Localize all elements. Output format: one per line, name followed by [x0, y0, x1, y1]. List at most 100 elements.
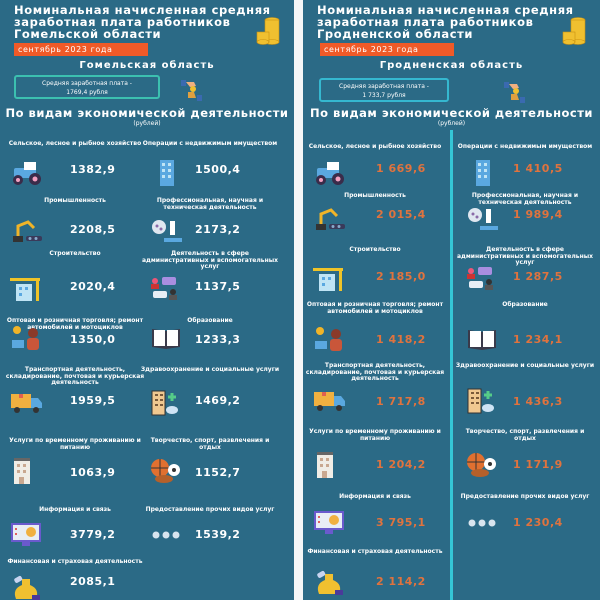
gomel-panel: Номинальная начисленная средняя заработна… — [0, 0, 294, 600]
cashier-icon — [315, 327, 342, 351]
cashier-icon — [12, 326, 39, 350]
sector-label: Предоставление прочих видов услуг — [145, 506, 275, 513]
robot-arm-icon — [13, 220, 42, 242]
sector-salary-value: 2 015,4 — [376, 208, 426, 221]
period-badge: сентябрь 2023 года — [320, 43, 454, 56]
sector-salary-value: 1469,2 — [195, 394, 241, 407]
section-title: По видам экономической деятельности — [310, 106, 593, 120]
sector-salary-value: 1063,9 — [70, 466, 116, 479]
sector-salary-value: 1500,4 — [195, 163, 241, 176]
sector-salary-value: 2208,5 — [70, 223, 116, 236]
average-salary-label: Средняя заработная плата - — [339, 83, 429, 90]
sector-salary-value: 1959,5 — [70, 394, 116, 407]
title-line: заработная плата работников — [317, 15, 534, 29]
sector-label: Сельское, лесное и рыбное хозяйство — [8, 140, 142, 147]
sector-label: Здравоохранение и социальные услуги — [140, 366, 280, 373]
tractor-icon — [316, 162, 344, 185]
book-icon — [152, 329, 180, 349]
sector-label: Образование — [187, 317, 233, 324]
sector-label: Информация и связь — [39, 506, 111, 513]
title-line: заработная плата работников — [14, 15, 231, 29]
sector-label: Творчество, спорт, развлечения и отдых — [465, 428, 585, 442]
title-line: Номинальная начисленная средняя — [317, 3, 574, 17]
period-badge: сентябрь 2023 года — [14, 43, 148, 56]
sector-salary-value: 1137,5 — [195, 280, 241, 293]
sector-salary-value: 1382,9 — [70, 163, 116, 176]
sector-salary-value: 3 795,1 — [376, 516, 426, 529]
sports-balls-icon — [467, 453, 496, 477]
sector-label: Сельское, лесное и рыбное хозяйство — [308, 143, 442, 150]
monitor-chart-icon — [11, 523, 41, 546]
monitor-chart-icon — [314, 511, 344, 534]
book-icon — [468, 330, 496, 350]
sector-label: Строительство — [49, 250, 101, 257]
microscope-icon — [152, 220, 182, 242]
sector-label: Строительство — [349, 246, 401, 253]
sector-salary-value: 1 717,8 — [376, 395, 426, 408]
tractor-icon — [13, 162, 41, 185]
unit-label: (рублей) — [437, 120, 466, 127]
sector-label: Оптовая и розничная торговля; ремонт авт… — [6, 317, 144, 331]
crane-icon — [313, 268, 343, 291]
sports-balls-icon — [151, 459, 180, 483]
section-title: По видам экономической деятельности — [5, 106, 289, 120]
sector-label: Деятельность в сфере административных и … — [141, 250, 279, 270]
sector-salary-value: 1233,3 — [195, 333, 241, 346]
sector-salary-value: 2085,1 — [70, 575, 116, 588]
unit-label: (рублей) — [133, 120, 161, 127]
coins-icon — [256, 17, 280, 45]
sector-salary-value: 2 185,0 — [376, 270, 426, 283]
sector-label: Транспортная деятельность, складирование… — [5, 366, 145, 386]
hospital-icon — [467, 388, 494, 414]
hand-coin-icon — [181, 80, 202, 101]
sector-label: Профессиональная, научная и техническая … — [156, 197, 264, 211]
dots-icon — [152, 531, 180, 539]
microscope-icon — [468, 208, 498, 230]
sector-label: Профессиональная, научная и техническая … — [471, 192, 579, 206]
sector-label: Оптовая и розничная торговля; ремонт авт… — [306, 301, 444, 315]
sector-salary-value: 3779,2 — [70, 528, 116, 541]
crane-icon — [10, 278, 40, 301]
sector-label: Транспортная деятельность, складирование… — [305, 362, 445, 382]
sector-label: Финансовая и страховая деятельность — [307, 548, 443, 555]
infographic-title: Номинальная начисленная средняя заработна… — [317, 4, 574, 40]
truck-icon — [314, 392, 345, 411]
sector-salary-value: 1 287,5 — [513, 270, 563, 283]
hotel-icon — [14, 458, 30, 484]
sector-salary-value: 1 234,1 — [513, 333, 563, 346]
sector-label: Услуги по временному проживанию и питани… — [309, 428, 441, 442]
sector-label: Предоставление прочих видов услуг — [460, 493, 590, 500]
sector-salary-value: 1 410,5 — [513, 162, 563, 175]
sector-label: Операции с недвижимым имуществом — [142, 140, 278, 147]
dots-icon — [468, 519, 496, 527]
sector-label: Информация и связь — [339, 493, 411, 500]
sector-label: Творчество, спорт, развлечения и отдых — [150, 437, 270, 451]
average-salary-value: 1 733,7 рубля — [362, 92, 406, 99]
sector-label: Здравоохранение и социальные услуги — [455, 362, 595, 369]
coins-icon — [562, 17, 586, 45]
grodno-panel: Номинальная начисленная средняя заработна… — [303, 0, 600, 600]
hotel-icon — [317, 452, 333, 478]
sector-salary-value: 1 230,4 — [513, 516, 563, 529]
sector-salary-value: 1 436,3 — [513, 395, 563, 408]
sector-salary-value: 1350,0 — [70, 333, 116, 346]
title-line: Гомельской области — [14, 27, 162, 41]
sector-label: Финансовая и страховая деятельность — [7, 558, 143, 565]
average-salary-box: Средняя заработная плата - 1 733,7 рубля — [319, 78, 449, 102]
sector-label: Операции с недвижимым имуществом — [457, 143, 593, 150]
truck-icon — [11, 394, 42, 413]
region-name: Гомельская область — [79, 60, 215, 71]
average-salary-label: Средняя заработная плата - — [42, 80, 132, 87]
sector-salary-value: 1 171,9 — [513, 458, 563, 471]
average-salary-value: 1769,4 рубля — [66, 89, 108, 96]
infographic-title: Номинальная начисленная средняя заработна… — [14, 4, 271, 40]
building-icon — [476, 160, 490, 186]
robot-arm-icon — [316, 208, 345, 230]
money-bag-icon — [14, 575, 40, 600]
building-icon — [160, 160, 174, 186]
sector-salary-value: 1 418,2 — [376, 333, 426, 346]
sector-salary-value: 1 669,6 — [376, 162, 426, 175]
money-bag-icon — [317, 570, 343, 595]
sector-label: Образование — [502, 301, 548, 308]
sector-label: Деятельность в сфере административных и … — [456, 246, 594, 266]
